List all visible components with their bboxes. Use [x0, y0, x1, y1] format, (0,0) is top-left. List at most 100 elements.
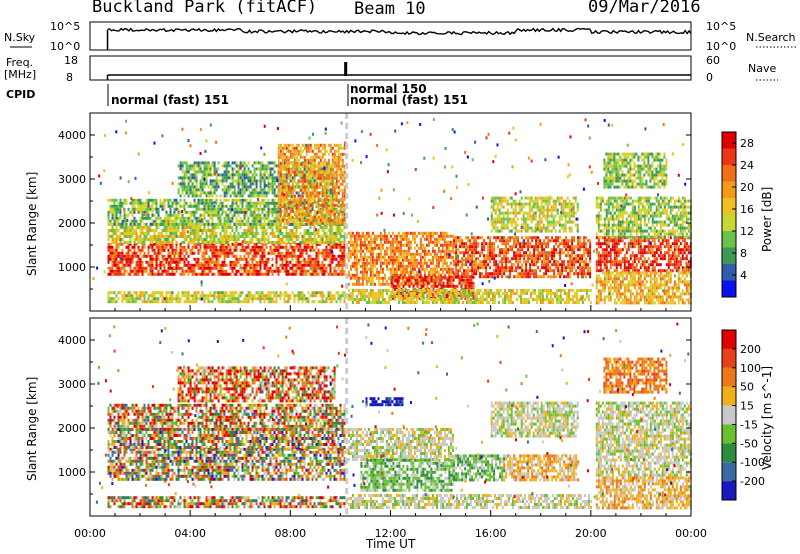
heatmap-cell [323, 213, 326, 217]
heatmap-cell [157, 232, 160, 235]
heatmap-cell [249, 266, 252, 270]
heatmap-cell [149, 235, 152, 238]
heatmap-cell [235, 164, 238, 168]
heatmap-cell [289, 218, 292, 222]
heatmap-cell [125, 300, 128, 304]
heatmap-cell [245, 241, 248, 244]
heatmap-cell [185, 167, 188, 171]
heatmap-cell [219, 222, 222, 226]
heatmap-cell [239, 201, 242, 205]
heatmap-cell [203, 269, 206, 273]
heatmap-cell [391, 267, 394, 271]
heatmap-cell [335, 218, 338, 222]
heatmap-cell [327, 152, 330, 156]
heatmap-cell [247, 294, 250, 298]
heatmap-cell [181, 222, 184, 226]
heatmap-cell [151, 257, 154, 261]
heatmap-cell [389, 252, 392, 256]
heatmap-cell [203, 242, 206, 246]
heatmap-cell [241, 191, 244, 195]
heatmap-cell [253, 297, 256, 301]
heatmap-cell [109, 210, 112, 214]
heatmap-cell [255, 263, 258, 267]
heatmap-cell [439, 282, 442, 286]
heatmap-cell [261, 232, 264, 235]
heatmap-cell [261, 164, 264, 168]
heatmap-cell [283, 212, 286, 216]
heatmap-cell [183, 235, 186, 238]
heatmap-cell [303, 161, 306, 165]
heatmap-cell [167, 213, 170, 217]
heatmap-cell [155, 300, 158, 304]
heatmap-cell [251, 194, 254, 198]
heatmap-cell [355, 273, 358, 277]
heatmap-cell [199, 167, 202, 171]
heatmap-cell [113, 251, 116, 255]
heatmap-cell [293, 152, 296, 156]
heatmap-cell [179, 257, 182, 261]
heatmap-cell [355, 243, 358, 247]
heatmap-cell [201, 232, 204, 235]
heatmap-cell [143, 245, 146, 249]
heatmap-cell [353, 243, 356, 247]
heatmap-cell [197, 257, 200, 261]
heatmap-cell [133, 210, 136, 214]
heatmap-cell [307, 300, 310, 304]
heatmap-cell [387, 267, 390, 271]
heatmap-cell [341, 170, 344, 174]
heatmap-cell [271, 257, 274, 261]
heatmap-cell [279, 257, 282, 261]
heatmap-cell [235, 226, 238, 229]
heatmap-cell [229, 260, 232, 264]
heatmap-cell [163, 235, 166, 238]
heatmap-cell [431, 231, 434, 235]
heatmap-cell [359, 246, 362, 250]
heatmap-cell [185, 248, 188, 252]
heatmap-cell [329, 164, 332, 168]
heatmap-cell [403, 255, 406, 259]
heatmap-cell [441, 231, 444, 235]
heatmap-cell [133, 269, 136, 273]
heatmap-cell [175, 219, 178, 223]
heatmap-cell [119, 238, 122, 241]
heatmap-cell [423, 273, 426, 277]
heatmap-cell [325, 269, 328, 273]
heatmap-cell [335, 179, 338, 183]
heatmap-cell [121, 251, 124, 255]
heatmap-cell [133, 207, 136, 211]
heatmap-cell [235, 245, 238, 249]
heatmap-cell [195, 170, 198, 174]
heatmap-cell [247, 161, 250, 165]
heatmap-cell [199, 235, 202, 238]
heatmap-cell [405, 243, 408, 247]
heatmap-cell [329, 149, 332, 153]
heatmap-cell [351, 276, 354, 280]
heatmap-cell [407, 282, 410, 286]
heatmap-cell [433, 252, 436, 256]
heatmap-cell [321, 235, 324, 238]
heatmap-cell [433, 243, 436, 247]
heatmap-cell [367, 249, 370, 253]
heatmap-cell [355, 264, 358, 268]
heatmap-cell [251, 164, 254, 168]
heatmap-cell [261, 291, 264, 295]
heatmap-cell [445, 231, 448, 235]
heatmap-cell [251, 297, 254, 301]
heatmap-cell [247, 232, 250, 235]
heatmap-cell [197, 242, 200, 246]
heatmap-cell [327, 167, 330, 171]
heatmap-cell [157, 235, 160, 238]
heatmap-cell [189, 235, 192, 238]
heatmap-cell [277, 248, 280, 252]
heatmap-cell [421, 255, 424, 259]
heatmap-cell [253, 251, 256, 255]
heatmap-cell [151, 266, 154, 270]
heatmap-cell [277, 238, 280, 241]
heatmap-cell [379, 261, 382, 265]
heatmap-cell [339, 241, 342, 244]
heatmap-cell [289, 251, 292, 255]
heatmap-cell [257, 201, 260, 205]
heatmap-cell [442, 284, 445, 288]
heatmap-cell [313, 294, 316, 298]
